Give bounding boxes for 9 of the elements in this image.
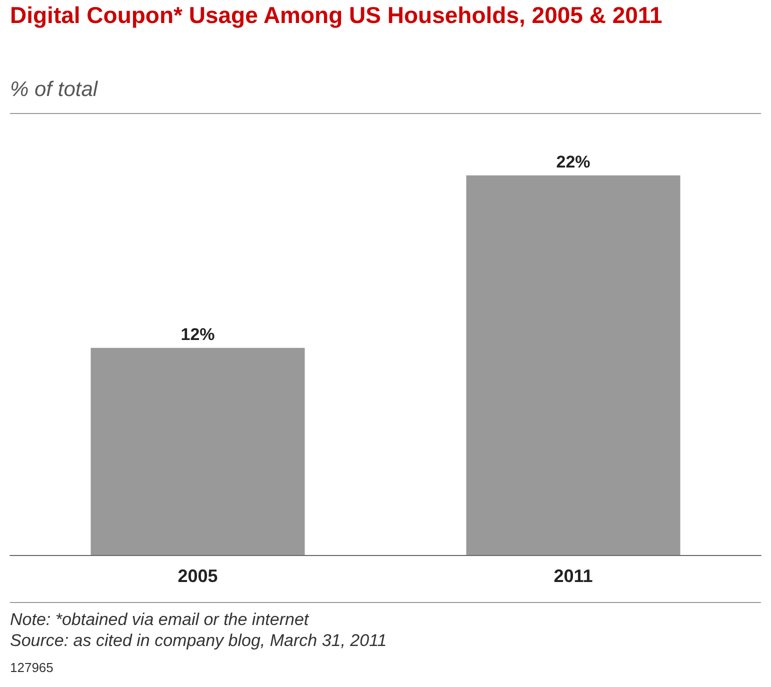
- x-tick-label: 2005: [178, 566, 218, 586]
- text: Note: *obtained via email or the internet: [10, 610, 309, 629]
- chart-subtitle: % of total: [10, 78, 98, 102]
- text: 127965: [10, 660, 54, 675]
- data-label: 22%: [556, 152, 590, 172]
- data-label: 12%: [180, 324, 215, 344]
- chart-title: Digital Coupon* Usage Among US Households, 2005 & 2011: [10, 2, 664, 28]
- source-note: Source: as cited in company blog, March 31, 2011: [10, 631, 387, 650]
- x-tick-label: 2011: [554, 566, 593, 586]
